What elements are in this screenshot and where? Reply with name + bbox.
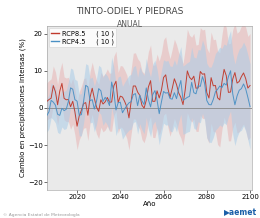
X-axis label: Año: Año bbox=[143, 201, 156, 207]
Y-axis label: Cambio en precipitaciones intensas (%): Cambio en precipitaciones intensas (%) bbox=[20, 38, 26, 177]
Text: © Agencia Estatal de Meteorología: © Agencia Estatal de Meteorología bbox=[3, 213, 79, 217]
Text: TINTO-ODIEL Y PIEDRAS: TINTO-ODIEL Y PIEDRAS bbox=[76, 7, 184, 15]
Text: ▶aemet: ▶aemet bbox=[224, 208, 257, 217]
Text: ANUAL: ANUAL bbox=[117, 20, 143, 29]
Legend: RCP8.5     ( 10 ), RCP4.5     ( 10 ): RCP8.5 ( 10 ), RCP4.5 ( 10 ) bbox=[49, 28, 116, 47]
